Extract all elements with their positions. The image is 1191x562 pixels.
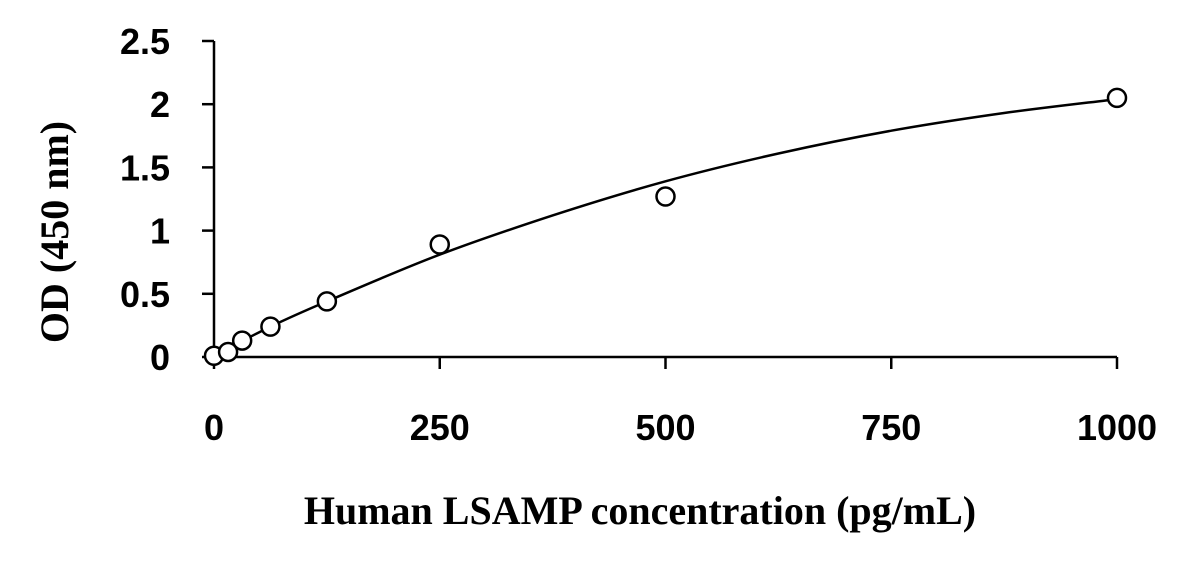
fit-curve xyxy=(213,97,1118,357)
y-tick-label: 0 xyxy=(150,337,170,378)
data-point xyxy=(260,316,281,337)
y-tick-label: 1 xyxy=(150,211,170,252)
data-point xyxy=(1106,87,1128,109)
x-tick-label: 750 xyxy=(861,407,921,448)
y-tick-label: 2 xyxy=(150,84,170,125)
data-point xyxy=(655,186,676,207)
data-point xyxy=(429,234,450,255)
data-point xyxy=(231,330,253,351)
y-tick-label: 2.5 xyxy=(120,21,170,62)
data-point xyxy=(217,341,239,363)
data-point xyxy=(316,291,338,312)
x-axis-title: Human LSAMP concentration (pg/mL) xyxy=(304,488,976,533)
y-axis-title: OD (450 nm) xyxy=(32,121,77,343)
y-tick-label: 1.5 xyxy=(120,147,170,188)
plot-area: 0 0.5 1 1.5 2 2.5 0 250 500 750 1000 xyxy=(120,21,1157,448)
x-tick-label: 1000 xyxy=(1077,407,1157,448)
y-tick-label: 0.5 xyxy=(120,274,170,315)
x-tick-label: 500 xyxy=(635,407,695,448)
x-tick-label: 250 xyxy=(410,407,470,448)
x-tick-label: 0 xyxy=(204,407,224,448)
